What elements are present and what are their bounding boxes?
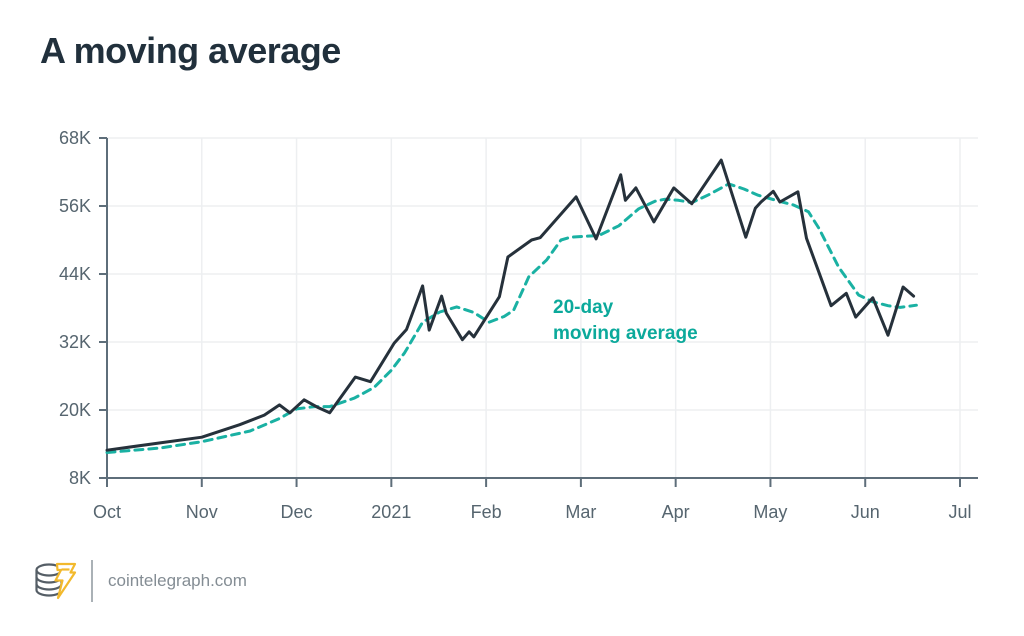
series-annotation: 20-day moving average [553, 295, 698, 347]
x-tick-label: Mar [565, 502, 596, 522]
y-tick-label: 68K [59, 128, 91, 148]
chart-title: A moving average [40, 30, 341, 71]
x-tick-label: Feb [471, 502, 502, 522]
x-tick-label: Dec [281, 502, 313, 522]
x-tick-label: Jul [948, 502, 971, 522]
annotation-line-1: 20-day [553, 297, 614, 318]
bitcoin-price-line [105, 158, 916, 452]
y-tick-label: 8K [69, 468, 91, 488]
x-tick-label: Oct [93, 502, 121, 522]
y-tick-label: 20K [59, 400, 91, 420]
annotation-line-2: moving average [553, 323, 698, 344]
source-footer: cointelegraph.com [32, 558, 247, 604]
y-tick-label: 44K [59, 264, 91, 284]
x-tick-label: May [753, 502, 787, 522]
x-tick-label: Apr [662, 502, 690, 522]
x-tick-label: Jun [851, 502, 880, 522]
footer-divider [91, 560, 93, 602]
source-site-label: cointelegraph.com [108, 571, 247, 590]
20-day-moving-average-line [105, 182, 918, 454]
x-tick-label: Nov [186, 502, 218, 522]
y-tick-label: 56K [59, 196, 91, 216]
cointelegraph-logo-icon [35, 562, 77, 600]
x-tick-label: 2021 [371, 502, 411, 522]
y-tick-label: 32K [59, 332, 91, 352]
